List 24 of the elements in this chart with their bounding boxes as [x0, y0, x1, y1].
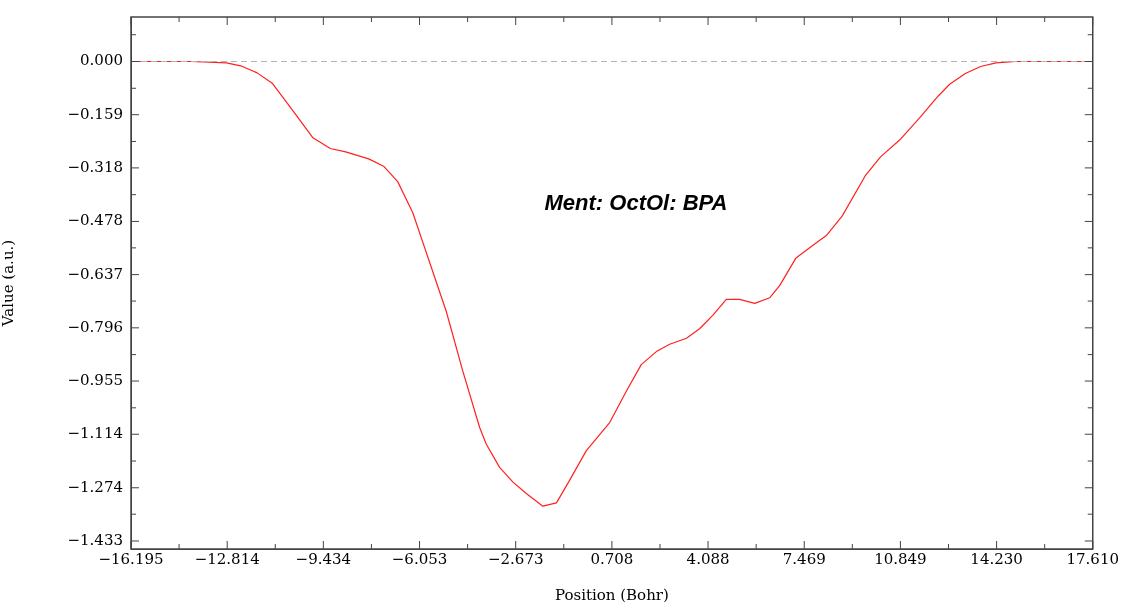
y-tick-label: −0.637 — [67, 264, 123, 283]
x-tick-label: −6.053 — [391, 549, 448, 568]
y-axis-title: Value (a.u.) — [0, 239, 17, 328]
y-tick-label: −0.318 — [67, 157, 123, 176]
y-tick-label: −1.433 — [67, 530, 123, 549]
x-tick-label: −16.195 — [98, 549, 164, 568]
x-tick-label: 7.469 — [782, 549, 826, 568]
x-tick-label: 0.708 — [590, 549, 634, 568]
y-tick-label: −0.796 — [67, 317, 123, 336]
x-tick-label: −12.814 — [194, 549, 260, 568]
x-tick-label: 17.610 — [1066, 549, 1120, 568]
y-tick-label: −1.114 — [67, 424, 123, 443]
x-tick-label: −2.673 — [487, 549, 544, 568]
y-tick-label: −1.274 — [67, 477, 123, 496]
x-tick-label: 10.849 — [874, 549, 927, 568]
y-tick-label: −0.955 — [67, 370, 123, 389]
y-tick-label: 0.000 — [80, 51, 123, 70]
x-tick-label: 14.230 — [970, 549, 1023, 568]
y-tick-label: −0.478 — [67, 211, 123, 230]
x-axis-title: Position (Bohr) — [554, 585, 669, 604]
x-tick-label: −9.434 — [295, 549, 352, 568]
annotation: Ment: OctOl: BPA — [544, 189, 728, 216]
x-tick-label: 4.088 — [686, 549, 730, 568]
y-tick-label: −0.159 — [67, 104, 123, 123]
